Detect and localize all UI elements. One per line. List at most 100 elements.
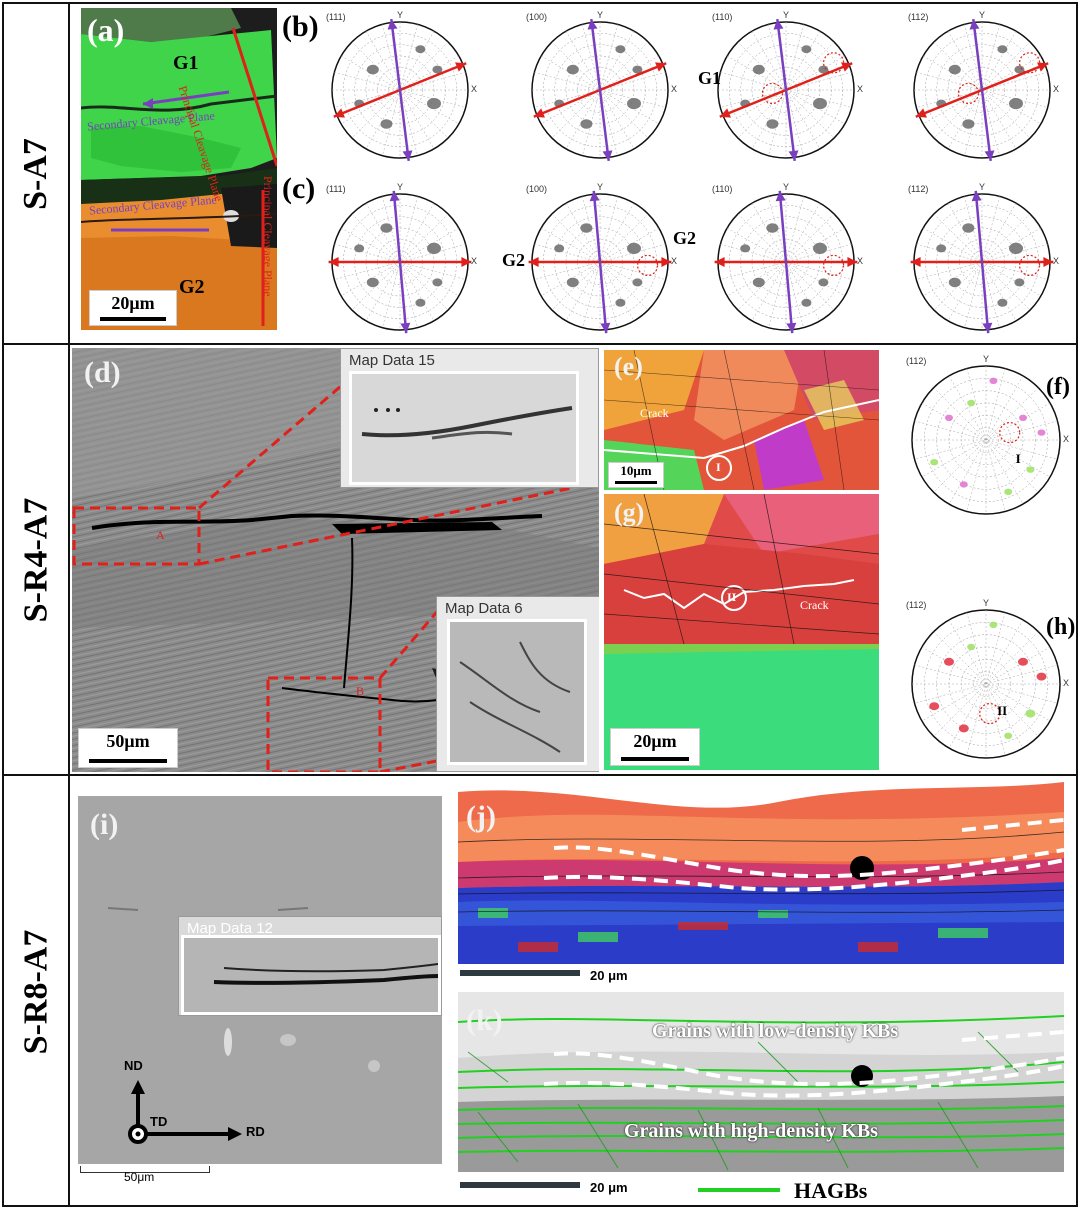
panel-k-lower-label: Grains with high-density KBs <box>624 1120 878 1142</box>
panel-d-letter: (d) <box>84 356 121 389</box>
panel-b-pole-figure-1-y-label: Y <box>397 10 404 20</box>
panel-c-pole-figure-3-index-label: (110) <box>712 184 733 194</box>
panel-e-ebsd-map: (e) Crack I 10μm <box>604 350 879 490</box>
panel-e-scale-label: 10μm <box>620 463 652 478</box>
panel-b-pole-figure-2-graphic <box>531 18 669 162</box>
panel-d-scale-line <box>89 759 167 763</box>
panel-k-legend: HAGBs <box>698 1178 918 1204</box>
panel-i-inset-title: Map Data 12 <box>187 920 273 937</box>
panel-g-marker: II <box>727 590 737 604</box>
panel-d-inset-1-image <box>349 371 579 485</box>
panel-h-pole-figure-y-label: Y <box>983 598 990 608</box>
panel-c-grain-g2-right: G2 <box>673 228 697 248</box>
panel-c-pole-figure-4-x-label: X <box>1053 256 1060 266</box>
panel-i-scale-bar: 50μm <box>80 1164 210 1184</box>
panel-b-pole-figure-4-y-label: Y <box>979 10 986 20</box>
panel-b-pole-figure-3-y-label: Y <box>783 10 790 20</box>
panel-i-inset-graphic <box>213 963 439 985</box>
panel-h-pole-figure-graphic <box>911 609 1061 759</box>
panel-a-scale-line <box>100 317 166 321</box>
panel-f-pole-figure-marker: I <box>1015 451 1021 467</box>
panel-g-letter: (g) <box>614 498 645 527</box>
panel-h-letter: (h) <box>1046 614 1076 640</box>
panel-a-scale-label: 20μm <box>111 293 155 313</box>
panel-k-scale-line <box>460 1182 580 1188</box>
panel-k-upper-label: Grains with low-density KBs <box>652 1020 899 1042</box>
panel-g-scale-label: 20μm <box>633 731 677 751</box>
panel-b-pole-figure-4-x-label: X <box>1053 84 1060 94</box>
panel-k-legend-label: HAGBs <box>794 1178 868 1203</box>
panel-j-scale-bar: 20 μm <box>460 968 660 990</box>
panel-c-pole-figure-2: Y X (100) <box>518 180 682 349</box>
panel-i-inset-image <box>181 935 441 1015</box>
panel-d-inset-2-image <box>447 619 587 765</box>
panel-d-box-b-label: B <box>356 684 365 698</box>
panel-b-letter: (b) <box>282 10 319 43</box>
panel-a-grain-g2: G2 <box>179 276 205 298</box>
panel-d-inset-1-graphic <box>361 406 573 440</box>
panel-c-pole-figure-2-x-label: X <box>671 256 678 266</box>
panel-e-letter: (e) <box>614 352 643 381</box>
row-divider-2 <box>2 774 1078 776</box>
panel-e-crack-label: Crack <box>640 406 669 420</box>
panel-c-pole-figure-3-graphic <box>714 190 858 334</box>
panel-i-axes-graphic <box>128 1080 242 1144</box>
panel-f-pole-figure-graphic <box>911 365 1061 515</box>
panel-b-pole-figure-4-graphic <box>913 18 1051 162</box>
panel-a-ebsd-map: (a) G1 G2 Secondary Cleavage Plane Secon… <box>81 8 277 330</box>
panel-b-pole-figure-3: Y X (110) <box>704 8 868 177</box>
panel-c-pole-figure-1-graphic <box>328 190 472 334</box>
panel-i-axis-rd: RD <box>246 1124 265 1139</box>
panel-b-pole-figure-1-index-label: (111) <box>326 12 346 22</box>
panel-c-pole-figure-2-graphic <box>528 190 672 334</box>
panel-a-grain-g1: G1 <box>173 52 199 74</box>
panel-b-pole-figure-1-graphic <box>331 18 469 162</box>
panel-b-grain-g1: G1 <box>698 68 722 88</box>
panel-j-letter: (j) <box>466 800 496 833</box>
panel-c-pole-figure-1-y-label: Y <box>397 182 404 192</box>
panel-b-pole-figure-2: Y X (100) <box>518 8 682 177</box>
panel-b-pole-figure-3-graphic <box>717 18 855 162</box>
panel-b-pole-figure-4: Y X (112) <box>900 8 1064 177</box>
panel-j-scale-line <box>460 970 580 976</box>
panel-d-inset-2-title: Map Data 6 <box>445 600 523 617</box>
panel-k-kam-map: (k) Grains with low-density KBs Grains w… <box>458 992 1064 1172</box>
panel-b-pole-figure-3-index-label: (110) <box>712 12 733 22</box>
panel-b-pole-figure-4-index-label: (112) <box>908 12 929 22</box>
panel-i-letter: (i) <box>90 808 119 841</box>
panel-e-scale-line <box>615 481 657 484</box>
panel-c-pole-figure-3: Y X (110) <box>704 180 868 349</box>
row-label-1: S-A7 <box>17 137 55 210</box>
panel-b-pole-figure-2-index-label: (100) <box>526 12 548 22</box>
panel-c-pole-figure-2-index-label: (100) <box>526 184 548 194</box>
panel-j-scale-label: 20 μm <box>590 968 628 983</box>
panel-k-scale-label: 20 μm <box>590 1180 628 1195</box>
panel-g-scale-line <box>621 757 689 761</box>
panel-b-pole-figure-2-x-label: X <box>671 84 678 94</box>
panel-h-pole-figure-x-label: X <box>1063 678 1070 688</box>
panel-c-pole-figure-1-x-label: X <box>471 256 478 266</box>
panel-d-scale-label: 50μm <box>106 731 150 751</box>
panel-i-inset: Map Data 12 <box>178 916 442 1016</box>
panel-f-pole-figure: Y X (112) I <box>898 352 1074 533</box>
panel-i-sem-image: (i) Map Data 12 ND TD RD <box>78 796 442 1164</box>
panel-d-inset-1-title: Map Data 15 <box>349 352 435 369</box>
panel-i-scale-label: 50μm <box>124 1170 155 1184</box>
row-label-2: S-R4-A7 <box>17 497 55 622</box>
panel-k-scale-bar: 20 μm <box>460 1178 660 1200</box>
panel-g-crack-label: Crack <box>800 598 829 612</box>
panel-e-map-graphic <box>604 350 879 490</box>
panel-c-pole-figure-4-graphic <box>910 190 1054 334</box>
panel-d-scale-bar: 50μm <box>78 728 178 768</box>
panel-c-pole-figure-4-index-label: (112) <box>908 184 929 194</box>
panel-k-letter: (k) <box>466 1004 503 1037</box>
panel-c-pole-figure-4: Y X (112) <box>900 180 1064 349</box>
row-divider-1 <box>2 343 1078 345</box>
panel-c-pole-figure-1-index-label: (111) <box>326 184 346 194</box>
panel-b-pole-figure-2-y-label: Y <box>597 10 604 20</box>
panel-a-scale-bar: 20μm <box>89 290 177 326</box>
panel-a-principal-label-2: Principal Cleavage Plane <box>261 176 275 297</box>
panel-c-pole-figure-4-y-label: Y <box>979 182 986 192</box>
panel-d-inset-2-graphic <box>459 641 571 753</box>
